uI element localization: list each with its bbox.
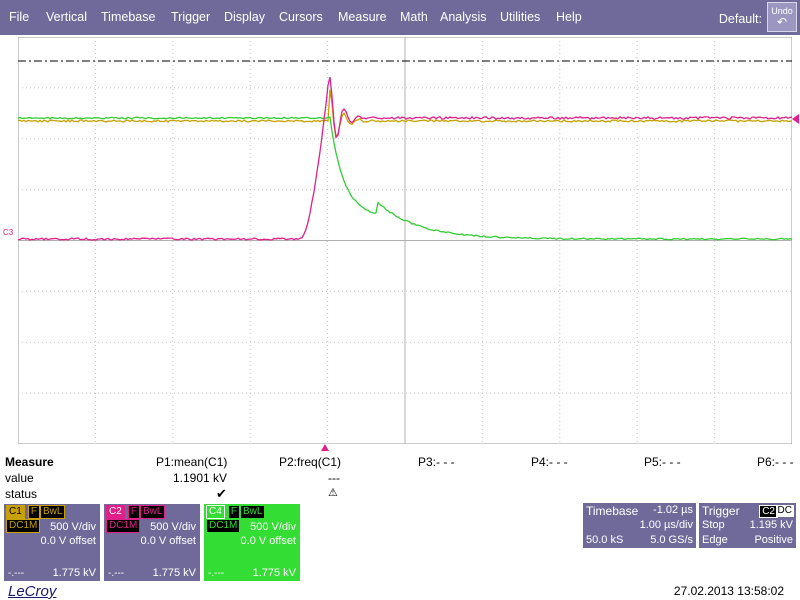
channel-tag: BwL — [240, 505, 265, 519]
trigger-coupling: DC — [776, 505, 794, 517]
channel-id: C1 — [6, 505, 25, 519]
timebase-delay: -1.02 µs — [653, 504, 693, 516]
menu-utilities[interactable]: Utilities — [500, 10, 540, 24]
channel-tag: DC1M — [106, 519, 140, 533]
channel-tag: F — [28, 505, 40, 519]
trigger-slope: Positive — [754, 534, 793, 546]
channel-tag: DC1M — [206, 519, 240, 533]
menu-vertical[interactable]: Vertical — [46, 10, 87, 24]
menu-cursors[interactable]: Cursors — [279, 10, 323, 24]
trace-right-marker-icon[interactable] — [792, 114, 799, 124]
undo-button[interactable]: Undo ↶ — [767, 2, 797, 32]
trigger-position-marker-icon[interactable] — [321, 444, 329, 451]
menu-timebase[interactable]: Timebase — [101, 10, 155, 24]
trigger-type: Edge — [702, 534, 728, 546]
measure-title: Measure — [5, 455, 54, 469]
measure-p2-name[interactable]: P2:freq(C1) — [279, 455, 341, 469]
channel-box-c2[interactable]: C2 F BwLDC1M 500 V/div 0.0 V offset -.---… — [104, 504, 200, 581]
channel-offset: 0.0 V offset — [241, 535, 296, 547]
undo-arrow-icon: ↶ — [768, 17, 796, 28]
channel-header: C4 F BwLDC1M — [206, 505, 298, 518]
trigger-title: Trigger — [702, 504, 740, 518]
channel-offset: 0.0 V offset — [41, 535, 96, 547]
trigger-level: 1.195 kV — [750, 519, 793, 531]
measure-p1-name[interactable]: P1:mean(C1) — [156, 455, 227, 469]
timebase-title: Timebase — [586, 504, 638, 518]
timebase-box[interactable]: Timebase -1.02 µs 1.00 µs/div 50.0 kS 5.… — [583, 503, 696, 548]
waveform-grid[interactable] — [18, 37, 792, 444]
menu-file[interactable]: File — [9, 10, 29, 24]
menu-trigger[interactable]: Trigger — [171, 10, 210, 24]
channel-id: C2 — [106, 505, 125, 519]
measure-p6-name[interactable]: P6:- - - — [757, 455, 794, 469]
channel-ground-marker[interactable]: C3 — [3, 228, 13, 237]
menu-help[interactable]: Help — [556, 10, 582, 24]
measure-p4-name[interactable]: P4:- - - — [531, 455, 568, 469]
measure-p1-value: 1.1901 kV — [173, 471, 227, 485]
menu-math[interactable]: Math — [400, 10, 428, 24]
menu-analysis[interactable]: Analysis — [440, 10, 487, 24]
timebase-tdiv: 1.00 µs/div — [640, 519, 693, 531]
measure-p1-status-check-icon: ✔ — [216, 486, 227, 502]
channel-readout-placeholder: -.--- — [108, 568, 124, 579]
brand-logo: LeCroy — [8, 583, 56, 600]
timebase-samples: 50.0 kS — [586, 534, 623, 546]
measure-value-label: value — [5, 471, 34, 485]
channel-vdiv: 500 V/div — [150, 521, 196, 533]
channel-header: C2 F BwLDC1M — [106, 505, 198, 518]
default-setup-label[interactable]: Default: — [719, 12, 762, 26]
channel-tag: F — [228, 505, 240, 519]
datetime: 27.02.2013 13:58:02 — [674, 584, 784, 598]
measure-p5-name[interactable]: P5:- - - — [644, 455, 681, 469]
channel-vdiv: 500 V/div — [250, 521, 296, 533]
menu-bar: File Vertical Timebase Trigger Display C… — [0, 0, 800, 35]
channel-box-c1[interactable]: C1 F BwLDC1M 500 V/div 0.0 V offset -.---… — [4, 504, 100, 581]
channel-id: C4 — [206, 505, 225, 519]
channel-offset: 0.0 V offset — [141, 535, 196, 547]
menu-measure[interactable]: Measure — [338, 10, 387, 24]
channel-header: C1 F BwLDC1M — [6, 505, 98, 518]
channel-tag: DC1M — [6, 519, 40, 533]
channel-tag: BwL — [40, 505, 65, 519]
channel-level: 1.775 kV — [253, 567, 296, 579]
menu-display[interactable]: Display — [224, 10, 265, 24]
measure-p2-status-warning-icon: ⚠ — [328, 486, 338, 499]
channel-vdiv: 500 V/div — [50, 521, 96, 533]
trigger-mode: Stop — [702, 519, 725, 531]
channel-readout-placeholder: -.--- — [8, 568, 24, 579]
channel-box-c4[interactable]: C4 F BwLDC1M 500 V/div 0.0 V offset -.---… — [204, 504, 300, 581]
measure-p2-value: --- — [328, 471, 340, 485]
channel-readout-placeholder: -.--- — [208, 568, 224, 579]
channel-tag: F — [128, 505, 140, 519]
measure-p3-name[interactable]: P3:- - - — [418, 455, 455, 469]
measure-status-label: status — [5, 487, 37, 501]
channel-tag: BwL — [140, 505, 165, 519]
timebase-rate: 5.0 GS/s — [650, 534, 693, 546]
channel-level: 1.775 kV — [153, 567, 196, 579]
trigger-box[interactable]: Trigger C2 DC Stop 1.195 kV Edge Positiv… — [699, 503, 796, 548]
channel-level: 1.775 kV — [53, 567, 96, 579]
